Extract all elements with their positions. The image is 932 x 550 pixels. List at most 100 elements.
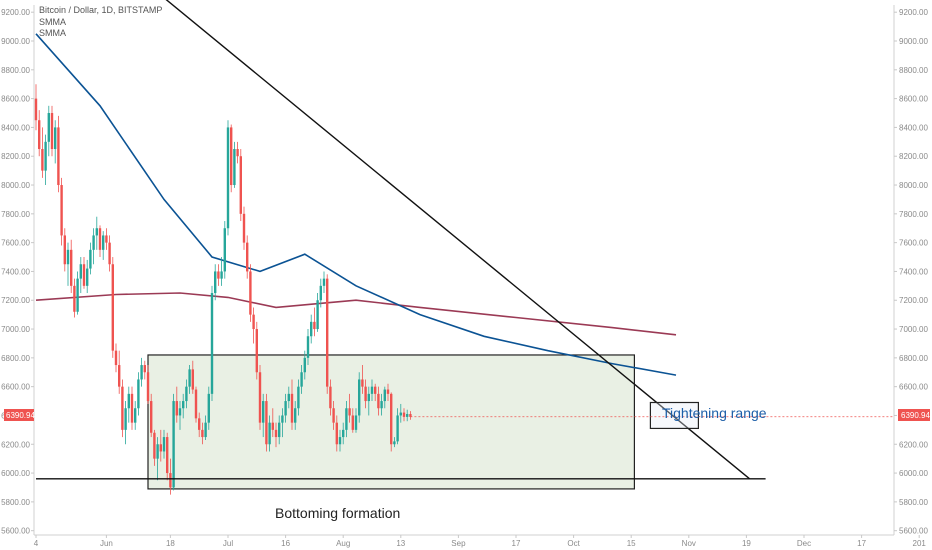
- candle-body: [242, 213, 246, 243]
- candle-body: [284, 401, 287, 416]
- smma-slow-line: [35, 292, 677, 336]
- candle-body: [402, 412, 406, 417]
- x-tick-label: 4: [34, 539, 39, 548]
- candle-body: [230, 127, 233, 186]
- y-tick-label-right: 7200.00: [899, 296, 928, 305]
- last-price-tag-right: 6390.94: [898, 409, 930, 421]
- candle-body: [370, 386, 374, 394]
- y-tick-label-right: 8000.00: [899, 181, 928, 190]
- tightening-range-box: [649, 401, 700, 430]
- candle-body: [342, 429, 345, 438]
- y-tick-label-left: 6000.00: [1, 469, 30, 478]
- candle-body: [220, 271, 223, 279]
- y-tick-label-left: 5800.00: [1, 498, 30, 507]
- last-price-right-text: 6390.94: [901, 411, 930, 420]
- legend-ma-slow: SMMA: [39, 28, 66, 38]
- x-tick-label: Nov: [682, 539, 696, 548]
- y-tick-label-right: 6800.00: [899, 354, 928, 363]
- candle-body: [348, 408, 351, 416]
- drawing-layer-over: [36, 0, 894, 480]
- y-tick-label-left: 6600.00: [1, 383, 30, 392]
- candle-body: [178, 408, 182, 416]
- legend-ma-fast: SMMA: [39, 17, 66, 27]
- candle-body: [294, 408, 297, 423]
- candle-body: [361, 379, 364, 387]
- y-tick-label-left: 7200.00: [1, 296, 30, 305]
- candle-body: [393, 441, 396, 445]
- candle-body: [143, 365, 146, 373]
- candle-body: [108, 242, 111, 265]
- y-tick-label-right: 6000.00: [899, 469, 928, 478]
- candle-body: [95, 228, 98, 236]
- candle-body: [194, 389, 198, 419]
- candle-body: [290, 393, 294, 423]
- candle-body: [82, 264, 86, 286]
- candle-body: [217, 271, 220, 279]
- smma-fast-line: [35, 33, 677, 376]
- y-tick-label-right: 6600.00: [899, 383, 928, 392]
- candle-body: [409, 414, 412, 417]
- candle-body: [322, 278, 326, 286]
- y-tick-label-left: 8600.00: [1, 95, 30, 104]
- y-tick-label-right: 7600.00: [899, 239, 928, 248]
- candle-body: [246, 242, 249, 272]
- x-tick-label: Oct: [567, 539, 580, 548]
- y-tick-label-left: 7000.00: [1, 325, 30, 334]
- candle-body: [268, 422, 271, 445]
- y-tick-label-left: 7600.00: [1, 239, 30, 248]
- y-tick-label-right: 9000.00: [899, 37, 928, 46]
- last-price-tag-left-bg: [4, 409, 34, 421]
- candle-body: [399, 412, 402, 416]
- candle-body: [150, 401, 153, 433]
- candle-body: [92, 235, 95, 250]
- candle-body: [332, 408, 335, 423]
- candle-body: [98, 228, 102, 250]
- candle-body: [313, 321, 316, 330]
- candle-body: [316, 300, 319, 330]
- y-tick-label-left: 5600.00: [1, 527, 30, 536]
- candle-body: [44, 141, 47, 171]
- candle-body: [54, 127, 57, 150]
- candle-body: [223, 228, 226, 272]
- candle-body: [60, 185, 63, 236]
- legend-symbol: Bitcoin / Dollar, 1D, BITSTAMP: [39, 5, 162, 15]
- candle-body: [182, 401, 185, 409]
- candle-body: [159, 444, 162, 452]
- candle-body: [214, 271, 217, 294]
- candle-body: [111, 264, 114, 351]
- candle-body: [306, 336, 310, 358]
- candle-body: [287, 393, 290, 402]
- y-tick-label-left: 6800.00: [1, 354, 30, 363]
- x-tick-label: 15: [627, 539, 636, 548]
- candle-body: [198, 418, 201, 430]
- y-tick-label-left: 9000.00: [1, 37, 30, 46]
- candle-body: [377, 393, 380, 409]
- x-tick-label: 201: [913, 539, 927, 548]
- candle-body: [255, 329, 258, 373]
- candle-body: [335, 422, 338, 445]
- candle-body: [258, 372, 262, 423]
- x-tick-label: 16: [281, 539, 290, 548]
- candle-body: [236, 149, 239, 157]
- candle-body: [396, 415, 399, 442]
- candle-body: [121, 386, 124, 430]
- candle-body: [162, 437, 166, 452]
- y-tick-label-right: 7400.00: [899, 267, 928, 276]
- x-tick-label: Dec: [797, 539, 811, 548]
- candle-body: [252, 314, 255, 330]
- candle-body: [345, 408, 348, 430]
- candle-body: [191, 369, 194, 390]
- legend: Bitcoin / Dollar, 1D, BITSTAMP SMMA SMMA: [39, 5, 162, 38]
- candle-body: [105, 235, 108, 243]
- y-tick-label-left: 8400.00: [1, 123, 30, 132]
- candle-body: [210, 293, 214, 394]
- candle-body: [166, 437, 169, 474]
- candle-body: [265, 401, 268, 445]
- candle-body: [146, 372, 150, 402]
- candle-body: [34, 98, 38, 121]
- candle-body: [390, 393, 393, 445]
- candle-body: [63, 235, 66, 265]
- candle-body: [102, 235, 105, 250]
- candle-body: [226, 127, 230, 229]
